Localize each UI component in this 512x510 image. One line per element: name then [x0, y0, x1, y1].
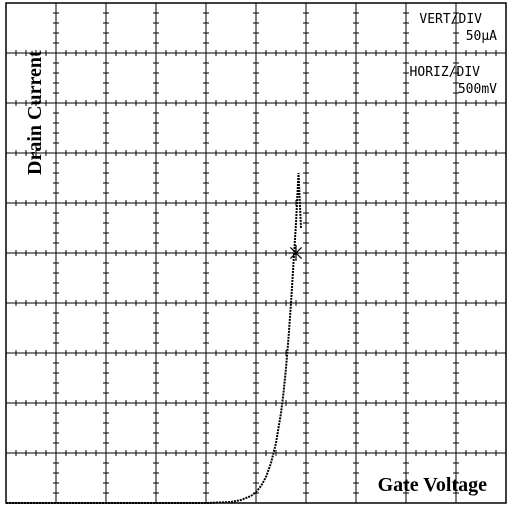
vert-div-title: VERT/DIV	[419, 12, 482, 27]
vert-div-value: 50μA	[466, 29, 497, 44]
y-axis-label: Drain Current	[24, 50, 46, 175]
cursor-marker-asterisk	[288, 245, 304, 261]
marker-stroke	[289, 246, 303, 260]
horiz-div-title: HORIZ/DIV	[410, 65, 481, 80]
x-axis-label: Gate Voltage	[378, 474, 488, 496]
chart-grid	[6, 3, 506, 503]
horiz-div-value: 500mV	[458, 82, 497, 97]
drain-current-trace	[6, 172, 302, 504]
chart-minor-ticks	[15, 12, 497, 494]
